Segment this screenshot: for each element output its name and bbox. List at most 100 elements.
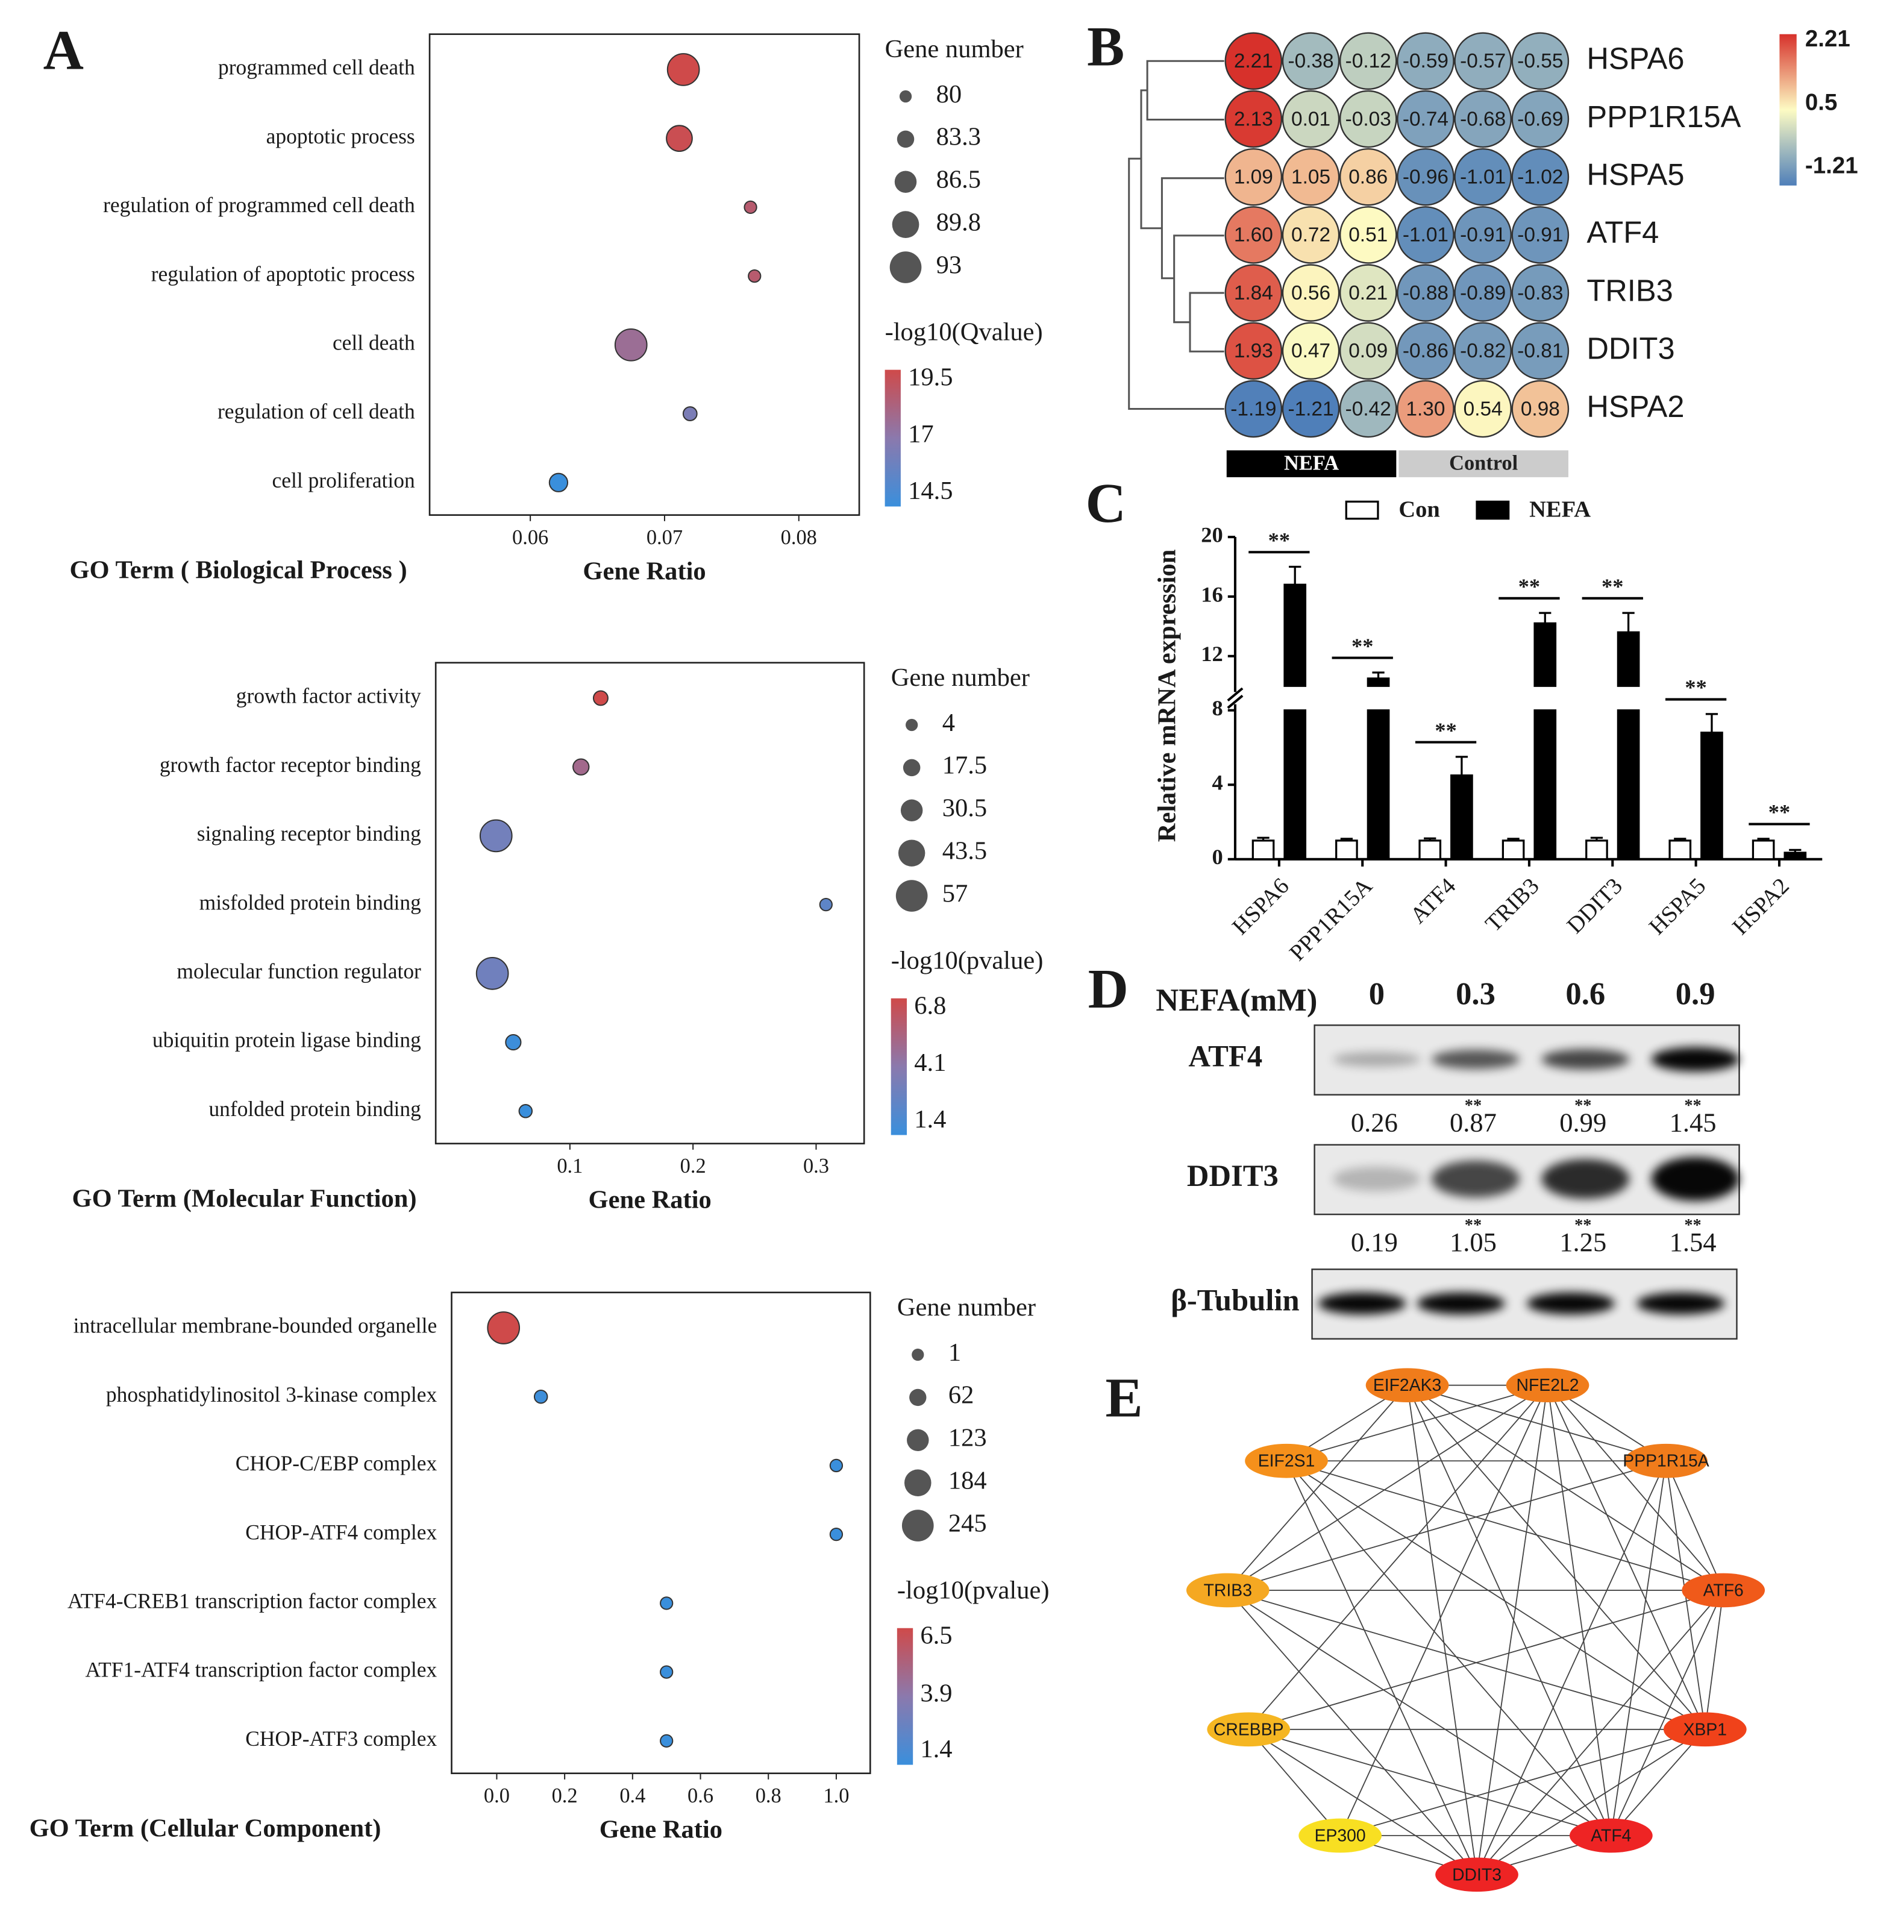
heat-cell xyxy=(1339,148,1397,206)
heat-cell xyxy=(1511,380,1570,438)
quant-value: 0.26 xyxy=(1351,1108,1398,1138)
heat-cell xyxy=(1397,380,1455,438)
node xyxy=(1245,1443,1328,1478)
band xyxy=(1651,1047,1740,1072)
legend-title: -log10(Qvalue) xyxy=(885,318,1043,347)
row-label: DDIT3 xyxy=(1586,331,1674,366)
bubble xyxy=(487,1311,521,1344)
x-tick-label: TRIB3 xyxy=(1480,873,1544,936)
category-label: growth factor activity xyxy=(236,684,421,708)
edge xyxy=(1611,1590,1724,1836)
x-tick-label: 0.2 xyxy=(552,1784,578,1807)
legend-title: -log10(pvalue) xyxy=(891,947,1044,975)
cell-label: 1.05 xyxy=(1291,166,1330,189)
error-bar xyxy=(1789,848,1802,853)
bubble xyxy=(748,269,762,283)
band xyxy=(1417,1292,1505,1315)
protein-label: β-Tubulin xyxy=(1171,1284,1299,1317)
edge xyxy=(1248,1590,1724,1730)
significance: ** xyxy=(1351,634,1373,658)
edge xyxy=(1610,1461,1667,1836)
legend-label: 4 xyxy=(942,709,955,737)
bar xyxy=(1700,732,1723,861)
node-label: NFE2L2 xyxy=(1517,1376,1579,1395)
legend-label: 43.5 xyxy=(942,836,987,865)
bar xyxy=(1367,677,1390,861)
edge xyxy=(1611,1729,1706,1836)
heat-cell xyxy=(1454,148,1512,206)
edge xyxy=(1547,1385,1724,1591)
cell-label: -0.03 xyxy=(1345,108,1391,130)
significance: ** xyxy=(1465,1096,1482,1115)
cell-label: 1.93 xyxy=(1234,340,1273,362)
x-tick-label: 0.06 xyxy=(512,526,548,549)
edge xyxy=(1665,1460,1724,1591)
error-bar xyxy=(1372,671,1385,679)
bar xyxy=(1617,631,1640,861)
cell-label: -1.01 xyxy=(1460,166,1506,189)
x-tick-label: HSPA6 xyxy=(1227,873,1294,939)
legend-label: 62 xyxy=(948,1381,974,1410)
node xyxy=(1569,1818,1653,1853)
y-tick-label: 0 xyxy=(1212,845,1223,869)
group-label: NEFA xyxy=(1284,452,1339,475)
heat-cell xyxy=(1282,148,1340,206)
quant-value: 1.45 xyxy=(1670,1108,1717,1138)
legend-label: NEFA xyxy=(1529,497,1591,522)
legend-title: Gene number xyxy=(897,1293,1036,1322)
error-bar xyxy=(1289,565,1301,585)
legend-size xyxy=(912,1348,924,1361)
cell-label: -0.88 xyxy=(1403,282,1448,304)
heat-cell xyxy=(1511,206,1570,264)
cell-label: -1.02 xyxy=(1517,166,1563,189)
edge xyxy=(1547,1385,1706,1730)
panel-label: B xyxy=(1087,16,1124,78)
category-label: phosphatidylinositol 3-kinase complex xyxy=(106,1382,437,1407)
band xyxy=(1527,1292,1615,1315)
cell-label: -0.55 xyxy=(1517,50,1563,72)
legend-label: 184 xyxy=(948,1466,987,1494)
node xyxy=(1682,1573,1765,1608)
cell-label: -0.38 xyxy=(1288,50,1333,72)
cell-label: -0.42 xyxy=(1345,398,1391,420)
quant-value: 0.19 xyxy=(1351,1227,1398,1257)
x-tick-label: HSPA2 xyxy=(1727,873,1794,939)
legend-label: 123 xyxy=(948,1424,987,1452)
category-label: cell proliferation xyxy=(272,468,415,492)
edge xyxy=(1286,1460,1706,1730)
heat-cell xyxy=(1224,32,1283,90)
cell-label: -0.69 xyxy=(1517,108,1563,130)
edge xyxy=(1476,1729,1706,1875)
heat-cell xyxy=(1397,264,1455,322)
colorbar xyxy=(891,998,907,1135)
node-label: ATF6 xyxy=(1703,1581,1744,1600)
cell-label: -0.68 xyxy=(1460,108,1506,130)
bar xyxy=(1533,622,1557,861)
node-label: CREBBP xyxy=(1213,1720,1284,1739)
legend-title: Gene number xyxy=(885,35,1024,63)
heat-cell xyxy=(1397,322,1455,380)
cell-label: -0.89 xyxy=(1460,282,1506,304)
row-label: HSPA5 xyxy=(1586,157,1684,192)
node-label: XBP1 xyxy=(1683,1720,1727,1739)
band xyxy=(1432,1160,1520,1198)
heat-cell xyxy=(1339,264,1397,322)
cell-label: -1.01 xyxy=(1403,224,1448,246)
cell-label: 1.09 xyxy=(1234,166,1273,189)
x-axis-label: Gene Ratio xyxy=(583,557,706,586)
significance: ** xyxy=(1684,1216,1701,1235)
x-tick-label: 0.07 xyxy=(647,526,683,549)
node-label: EIF2S1 xyxy=(1258,1452,1315,1471)
band xyxy=(1541,1159,1630,1199)
heat-cell xyxy=(1511,32,1570,90)
plot-frame xyxy=(451,1291,871,1775)
panel-label: E xyxy=(1106,1367,1143,1429)
bar xyxy=(1335,839,1358,861)
x-tick-label: 0.1 xyxy=(557,1155,583,1178)
legend-size xyxy=(899,90,912,103)
legend-size xyxy=(898,839,925,867)
heat-cell xyxy=(1339,32,1397,90)
x-tick-label: 0.2 xyxy=(680,1155,706,1178)
colorbar-label: 2.21 xyxy=(1805,26,1850,52)
